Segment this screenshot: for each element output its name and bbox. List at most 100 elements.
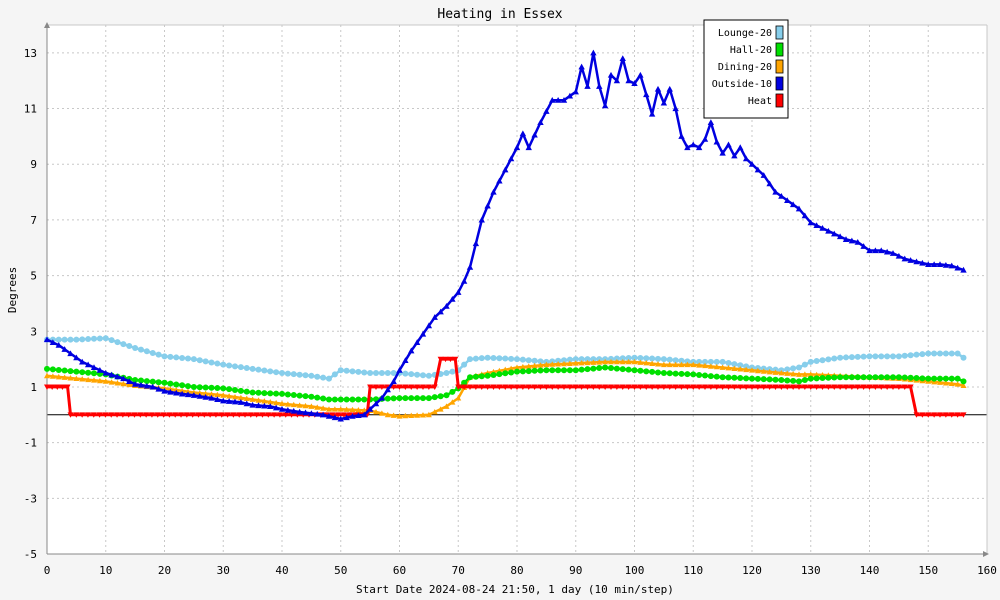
data-point-hall-20 — [249, 389, 256, 396]
data-point-dining-20 — [655, 361, 661, 367]
data-point-lounge-20 — [702, 358, 708, 365]
data-point-hall-20 — [531, 367, 538, 374]
data-point-lounge-20 — [878, 353, 885, 360]
data-point-outside-10 — [737, 144, 744, 151]
data-point-dining-20 — [179, 387, 186, 394]
data-point-lounge-20 — [631, 354, 638, 361]
data-point-heat — [743, 384, 750, 390]
data-point-lounge-20 — [61, 336, 68, 343]
data-point-outside-10 — [889, 250, 897, 256]
data-point-outside-10 — [831, 230, 838, 237]
data-point-lounge-20 — [572, 356, 579, 363]
data-point-lounge-20 — [414, 371, 421, 378]
data-point-lounge-20 — [249, 365, 256, 372]
data-point-hall-20 — [754, 375, 761, 382]
data-point-outside-10 — [695, 144, 703, 151]
data-point-heat — [872, 384, 879, 390]
data-point-outside-10 — [637, 71, 644, 78]
x-axis-arrow — [983, 551, 989, 557]
data-point-hall-20 — [784, 377, 791, 384]
data-point-hall-20 — [696, 371, 703, 378]
data-point-hall-20 — [549, 367, 556, 374]
data-point-dining-20 — [778, 370, 785, 376]
data-point-outside-10 — [742, 155, 750, 162]
data-point-lounge-20 — [367, 370, 374, 377]
data-point-outside-10 — [484, 202, 491, 209]
data-point-heat — [490, 384, 497, 390]
data-point-outside-10 — [149, 383, 156, 390]
y-tick-label: 13 — [24, 47, 37, 60]
data-point-hall-20 — [49, 366, 56, 373]
data-point-outside-10 — [443, 303, 450, 309]
data-point-lounge-20 — [566, 356, 573, 363]
data-point-lounge-20 — [796, 364, 802, 371]
data-point-heat — [408, 384, 415, 390]
data-point-dining-20 — [942, 380, 949, 386]
data-point-outside-10 — [184, 391, 192, 398]
data-point-heat — [913, 412, 920, 418]
data-point-dining-20 — [572, 360, 579, 366]
data-point-lounge-20 — [813, 358, 820, 365]
data-point-heat — [143, 412, 150, 418]
data-point-hall-20 — [91, 370, 97, 377]
data-point-outside-10 — [613, 77, 621, 84]
data-point-lounge-20 — [232, 363, 238, 370]
data-point-outside-10 — [55, 341, 62, 348]
data-point-outside-10 — [672, 105, 679, 112]
data-point-dining-20 — [208, 391, 215, 397]
data-point-dining-20 — [713, 363, 720, 370]
data-point-dining-20 — [420, 412, 426, 418]
data-point-outside-10 — [549, 96, 556, 103]
data-point-outside-10 — [678, 133, 685, 139]
data-point-hall-20 — [778, 376, 785, 383]
x-tick-label: 150 — [918, 564, 938, 577]
data-point-heat — [64, 384, 71, 390]
data-point-hall-20 — [743, 375, 750, 382]
data-point-hall-20 — [273, 390, 280, 397]
data-point-outside-10 — [566, 92, 574, 99]
data-point-outside-10 — [836, 233, 844, 240]
data-point-outside-10 — [378, 394, 386, 401]
data-point-heat — [807, 384, 814, 390]
data-point-heat — [502, 384, 509, 390]
data-point-dining-20 — [948, 380, 955, 387]
data-point-outside-10 — [319, 411, 327, 418]
data-point-hall-20 — [702, 372, 708, 379]
data-point-dining-20 — [625, 358, 632, 365]
data-point-heat — [253, 412, 260, 418]
data-point-dining-20 — [637, 359, 644, 365]
data-point-heat — [819, 384, 826, 390]
data-point-dining-20 — [232, 393, 238, 400]
data-point-lounge-20 — [279, 370, 285, 377]
x-tick-label: 80 — [510, 564, 523, 577]
data-point-dining-20 — [91, 377, 97, 383]
data-point-hall-20 — [55, 366, 62, 373]
data-point-dining-20 — [702, 362, 708, 369]
data-point-lounge-20 — [578, 356, 585, 363]
data-point-dining-20 — [731, 365, 738, 371]
data-point-heat — [608, 384, 614, 390]
data-point-dining-20 — [85, 376, 92, 383]
data-point-dining-20 — [537, 362, 544, 368]
data-point-dining-20 — [196, 390, 203, 396]
data-point-heat — [772, 384, 779, 390]
data-point-heat — [843, 384, 849, 390]
data-point-lounge-20 — [85, 336, 92, 343]
data-point-dining-20 — [414, 412, 421, 418]
data-point-dining-20 — [355, 407, 362, 413]
legend-label-lounge-20: Lounge-20 — [718, 28, 772, 39]
data-point-lounge-20 — [784, 366, 791, 373]
data-point-lounge-20 — [155, 351, 162, 358]
data-point-heat — [649, 384, 656, 390]
data-point-dining-20 — [772, 369, 779, 375]
data-point-lounge-20 — [425, 372, 432, 379]
data-point-hall-20 — [284, 391, 291, 398]
data-point-outside-10 — [249, 401, 256, 408]
x-tick-label: 160 — [977, 564, 997, 577]
data-point-outside-10 — [355, 412, 362, 419]
data-point-lounge-20 — [114, 339, 121, 346]
data-point-hall-20 — [514, 368, 520, 375]
data-point-dining-20 — [384, 411, 391, 418]
data-point-outside-10 — [102, 369, 109, 376]
